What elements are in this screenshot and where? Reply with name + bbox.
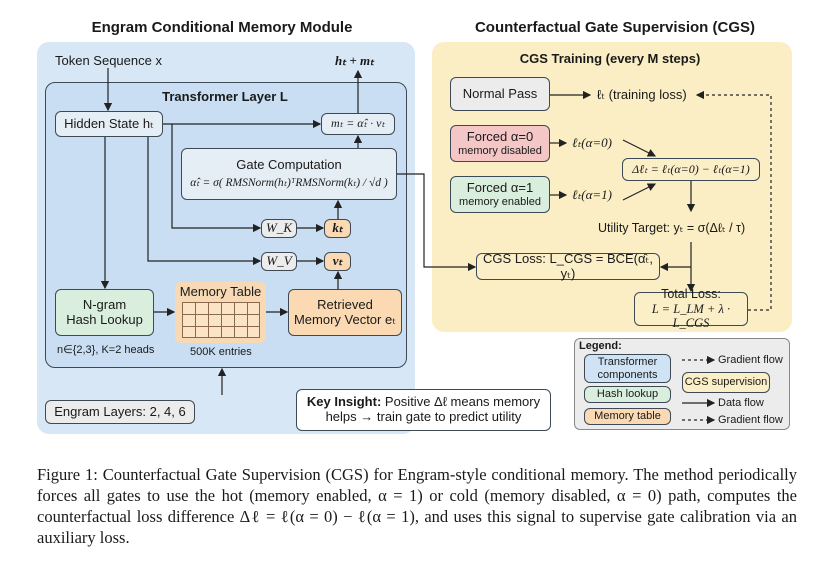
forced-alpha0-label: Forced α=0 bbox=[466, 128, 534, 144]
legend-gradient-flow-2: Gradient flow bbox=[718, 414, 783, 426]
memory-output-box: mₜ = α̂ₜ · vₜ bbox=[321, 113, 395, 135]
legend-title: Legend: bbox=[579, 340, 622, 352]
cgs-title: Counterfactual Gate Supervision (CGS) bbox=[474, 19, 756, 36]
forced-alpha0-box: Forced α=0 memory disabled bbox=[450, 125, 550, 162]
cgs-training-title: CGS Training (every M steps) bbox=[519, 51, 701, 66]
legend-data-flow: Data flow bbox=[718, 397, 764, 409]
legend-transformer: Transformer components bbox=[584, 354, 671, 383]
gate-computation-box: Gate Computation α̂ₜ = σ( RMSNorm(hₜ)ᵀRM… bbox=[181, 148, 397, 200]
retrieved-label-2: Memory Vector eₜ bbox=[293, 311, 397, 327]
cgs-loss-box: CGS Loss: L_CGS = BCE(α̂ₜ, yₜ) bbox=[476, 250, 660, 281]
key-insight-box: Key Insight: Positive Δℓ means memory he… bbox=[296, 389, 551, 431]
kt-label: kₜ bbox=[332, 220, 343, 236]
total-loss-box: Total Loss: L = L_LM + λ · L_CGS bbox=[634, 287, 748, 330]
ngram-note: n∈{2,3}, K=2 heads bbox=[57, 344, 155, 356]
forced-alpha1-sub: memory enabled bbox=[459, 195, 541, 208]
key-insight-text-2: helps → train gate to predict utility bbox=[325, 409, 522, 424]
ngram-label-1: N-gram bbox=[82, 296, 127, 312]
legend-memory-label: Memory table bbox=[594, 410, 661, 423]
figure-caption: Figure 1: Counterfactual Gate Supervisio… bbox=[37, 465, 797, 547]
legend-memory: Memory table bbox=[584, 408, 671, 425]
memory-entries: 500K entries bbox=[190, 346, 252, 358]
retrieved-label-1: Retrieved bbox=[317, 296, 373, 312]
memory-table-label: Memory Table bbox=[179, 284, 262, 299]
engram-title: Engram Conditional Memory Module bbox=[91, 19, 353, 36]
arrow-gate-to-cgs-loss bbox=[397, 173, 477, 272]
gate-title: Gate Computation bbox=[236, 156, 342, 172]
transformer-layer-title: Transformer Layer L bbox=[162, 89, 288, 104]
ngram-label-2: Hash Lookup bbox=[66, 311, 143, 327]
hidden-state-label: Hidden State hₜ bbox=[64, 115, 154, 131]
wv-label: W_V bbox=[266, 253, 292, 269]
memory-output-label: mₜ = α̂ₜ · vₜ bbox=[330, 116, 385, 131]
legend-cgs-label: CGS supervision bbox=[684, 376, 768, 389]
cgs-loss-label: CGS Loss: L_CGS = BCE(α̂ₜ, yₜ) bbox=[483, 250, 653, 281]
legend-hash: Hash lookup bbox=[584, 386, 671, 403]
ngram-hash-box: N-gram Hash Lookup bbox=[55, 289, 154, 336]
key-insight-text-1: Positive Δℓ means memory bbox=[384, 394, 541, 410]
normal-pass-box: Normal Pass bbox=[450, 77, 550, 111]
key-insight-line-1: Key Insight: Positive Δℓ means memory bbox=[306, 394, 541, 410]
kt-box: kₜ bbox=[324, 219, 351, 238]
engram-layers-box: Engram Layers: 2, 4, 6 bbox=[45, 400, 195, 424]
wk-label: W_K bbox=[266, 220, 292, 236]
key-insight-label: Key Insight: bbox=[306, 394, 382, 410]
legend-cgs: CGS supervision bbox=[682, 372, 770, 393]
memory-table-box: Memory Table bbox=[175, 282, 266, 343]
retrieved-memory-box: Retrieved Memory Vector eₜ bbox=[288, 289, 402, 336]
loss-alpha0: ℓₜ(α=0) bbox=[572, 135, 613, 150]
arrow-total-gradient-flow bbox=[695, 90, 772, 311]
vt-box: vₜ bbox=[324, 252, 351, 271]
utility-target: Utility Target: yₜ = σ(Δℓₜ / τ) bbox=[598, 221, 746, 235]
loss-alpha1: ℓₜ(α=1) bbox=[572, 187, 613, 202]
memory-table-grid bbox=[181, 301, 260, 338]
total-loss-title: Total Loss: bbox=[661, 287, 721, 302]
arrow-loss0-to-delta bbox=[622, 139, 657, 157]
total-loss-formula: L = L_LM + λ · L_CGS bbox=[651, 301, 731, 331]
training-loss-label: ℓₜ (training loss) bbox=[597, 87, 687, 102]
gate-formula: α̂ₜ = σ( RMSNorm(hₜ)ᵀRMSNorm(kₜ) / √d ) bbox=[190, 176, 388, 189]
hidden-state-box: Hidden State hₜ bbox=[55, 111, 163, 137]
delta-loss-box: Δℓₜ = ℓₜ(α=0) − ℓₜ(α=1) bbox=[622, 158, 760, 181]
engram-layers-label: Engram Layers: 2, 4, 6 bbox=[54, 403, 186, 419]
normal-pass-label: Normal Pass bbox=[462, 85, 538, 101]
delta-loss-label: Δℓₜ = ℓₜ(α=0) − ℓₜ(α=1) bbox=[632, 161, 750, 176]
legend-gradient-flow-1: Gradient flow bbox=[718, 354, 783, 366]
arrow-hidden-to-wk bbox=[171, 124, 262, 233]
forced-alpha1-label: Forced α=1 bbox=[466, 179, 534, 195]
token-sequence-label: Token Sequence x bbox=[55, 53, 162, 68]
output-label: hₜ + mₜ bbox=[335, 53, 374, 68]
vt-label: vₜ bbox=[332, 253, 343, 269]
wk-box: W_K bbox=[261, 219, 297, 238]
legend-transformer-label: Transformer components bbox=[597, 355, 658, 381]
wv-box: W_V bbox=[261, 252, 297, 271]
arrow-loss1-to-delta bbox=[622, 183, 657, 201]
forced-alpha1-box: Forced α=1 memory enabled bbox=[450, 176, 550, 213]
forced-alpha0-sub: memory disabled bbox=[458, 144, 542, 157]
arrow-hidden-to-wv bbox=[147, 137, 262, 266]
legend-hash-label: Hash lookup bbox=[596, 388, 659, 401]
